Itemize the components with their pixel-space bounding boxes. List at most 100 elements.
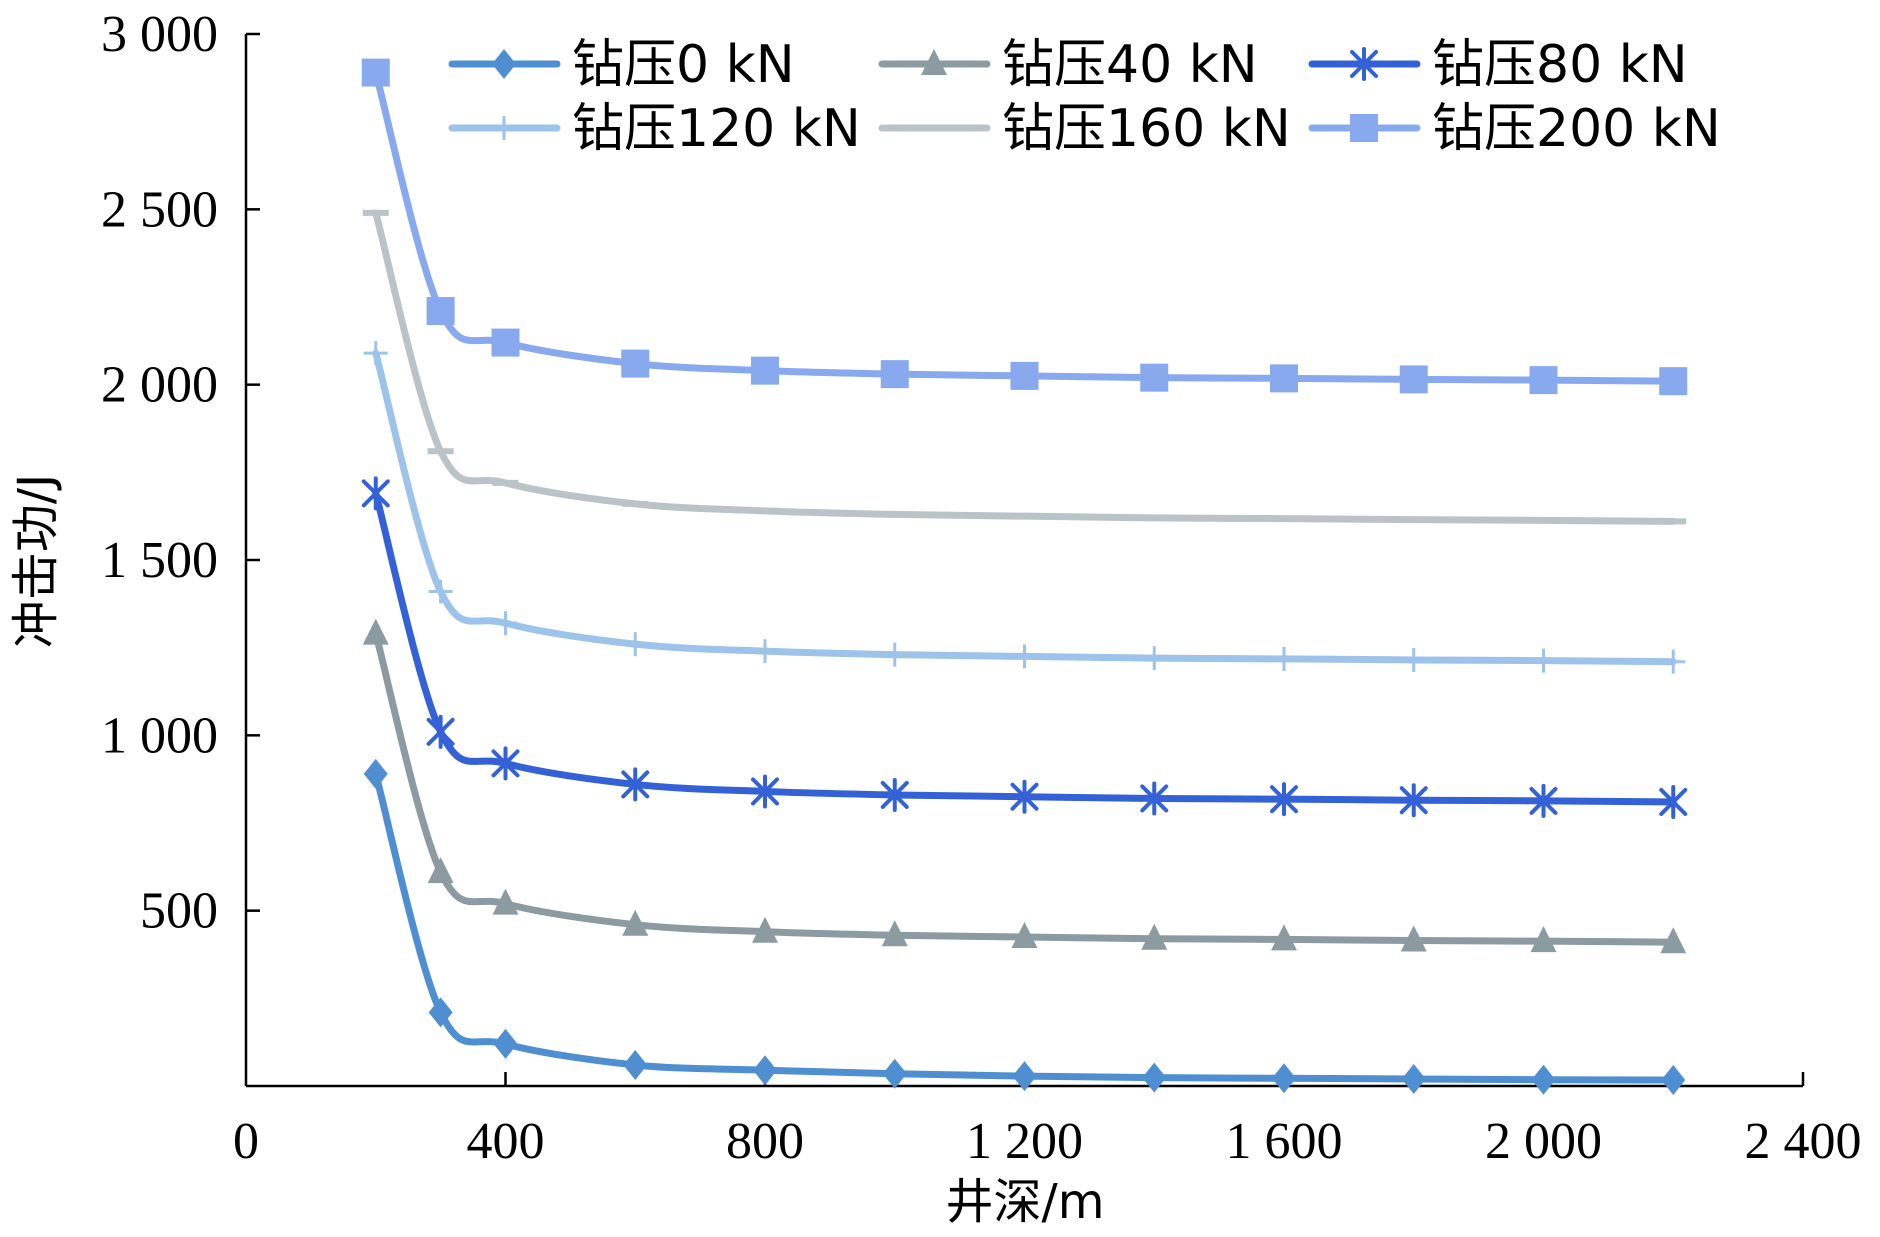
- legend-item: 钻压40 kN: [878, 35, 1258, 95]
- legend-label: 钻压200 kN: [1432, 99, 1721, 159]
- data-point: [753, 1055, 777, 1086]
- series-1: [362, 618, 1687, 954]
- data-point: [1659, 784, 1688, 819]
- legend-item: 钻压120 kN: [448, 99, 861, 159]
- data-point: [1661, 1065, 1686, 1096]
- legend-label: 钻压0 kN: [572, 35, 795, 95]
- y-tick-label: 500: [140, 883, 218, 940]
- series-5: [361, 58, 1688, 396]
- data-point: [621, 767, 650, 802]
- data-point: [362, 618, 389, 645]
- x-tick-label: 1 600: [1226, 1113, 1343, 1170]
- data-point: [363, 758, 388, 789]
- x-tick-label: 400: [467, 1113, 545, 1170]
- series-line: [372, 630, 1677, 946]
- data-point: [361, 58, 390, 87]
- data-point: [751, 356, 779, 385]
- legend-marker: [492, 116, 516, 140]
- y-tick-label: 1 500: [101, 532, 218, 589]
- data-point: [491, 746, 520, 781]
- data-point: [1659, 367, 1688, 396]
- data-point: [623, 1049, 648, 1080]
- data-point: [428, 579, 453, 604]
- data-point: [1142, 646, 1167, 671]
- data-point: [1271, 924, 1297, 951]
- data-point: [1401, 1063, 1426, 1094]
- data-point: [622, 909, 649, 936]
- data-point: [1270, 782, 1298, 817]
- series-2: [361, 476, 1688, 819]
- data-point: [880, 360, 909, 389]
- legend-label: 钻压40 kN: [1002, 35, 1258, 95]
- data-point: [1140, 781, 1169, 816]
- data-point: [753, 639, 777, 664]
- series: [361, 58, 1688, 1096]
- legend-marker: [1350, 47, 1378, 81]
- legend: 钻压0 kN 钻压40 kN 钻压80 kN 钻压120 kN 钻压160 kN 钻压20…: [448, 35, 1721, 159]
- data-point: [1529, 783, 1558, 818]
- y-tick-label: 3 000: [101, 6, 218, 63]
- data-point: [1270, 364, 1298, 393]
- data-point: [1399, 365, 1428, 394]
- legend-marker: [492, 49, 516, 79]
- data-point: [621, 349, 650, 378]
- data-point: [881, 920, 908, 947]
- data-point: [426, 714, 455, 749]
- data-point: [427, 857, 454, 884]
- data-point: [1531, 648, 1556, 673]
- x-tick-label: 0: [233, 1113, 259, 1170]
- data-point: [361, 476, 390, 511]
- y-tick-label: 1 000: [101, 707, 218, 764]
- legend-label: 钻压160 kN: [1002, 99, 1291, 159]
- data-point: [491, 328, 520, 357]
- legend-item: 钻压0 kN: [448, 35, 795, 95]
- series-line: [372, 489, 1677, 806]
- data-point: [428, 997, 453, 1028]
- data-point: [882, 642, 907, 667]
- data-point: [623, 632, 648, 657]
- data-point: [363, 341, 388, 366]
- tick-labels: 0 400 800 1 200 1 600 2 000 2 400 500 1 000 1 500…: [101, 6, 1862, 1170]
- data-point: [1661, 649, 1686, 674]
- data-point: [1531, 1064, 1556, 1095]
- y-axis-title: 冲击功/J: [8, 474, 64, 648]
- legend-marker: [921, 49, 947, 75]
- data-point: [1011, 921, 1038, 948]
- data-point: [493, 611, 518, 636]
- data-point: [1660, 927, 1687, 954]
- legend-label: 钻压120 kN: [572, 99, 861, 159]
- x-axis-title: 井深/m: [946, 1174, 1105, 1230]
- data-point: [1010, 361, 1039, 390]
- data-point: [1272, 646, 1296, 671]
- data-point: [493, 1028, 518, 1059]
- data-point: [1529, 366, 1558, 395]
- legend-item: 钻压80 kN: [1308, 35, 1688, 95]
- data-point: [1012, 644, 1037, 669]
- data-point: [1141, 923, 1168, 950]
- series-4: [362, 209, 1687, 525]
- y-tick-label: 2 500: [101, 181, 218, 238]
- data-point: [882, 1058, 907, 1089]
- data-point: [1012, 1061, 1037, 1092]
- series-3: [363, 341, 1686, 674]
- series-line: [372, 349, 1677, 666]
- data-point: [880, 777, 909, 812]
- data-point: [752, 916, 778, 943]
- data-point: [492, 888, 519, 915]
- legend-item: 钻压200 kN: [1308, 99, 1721, 159]
- data-point: [751, 774, 779, 809]
- data-point: [1010, 779, 1039, 814]
- x-tick-label: 800: [726, 1113, 804, 1170]
- series-0: [363, 758, 1686, 1096]
- x-tick-label: 1 200: [966, 1113, 1083, 1170]
- data-point: [1140, 363, 1169, 392]
- data-point: [1142, 1062, 1167, 1093]
- legend-marker: [1350, 114, 1378, 142]
- legend-label: 钻压80 kN: [1432, 35, 1688, 95]
- y-tick-label: 2 000: [101, 357, 218, 414]
- data-point: [426, 297, 455, 326]
- legend-item: 钻压160 kN: [878, 99, 1291, 159]
- data-point: [1399, 783, 1428, 818]
- data-point: [1530, 926, 1557, 953]
